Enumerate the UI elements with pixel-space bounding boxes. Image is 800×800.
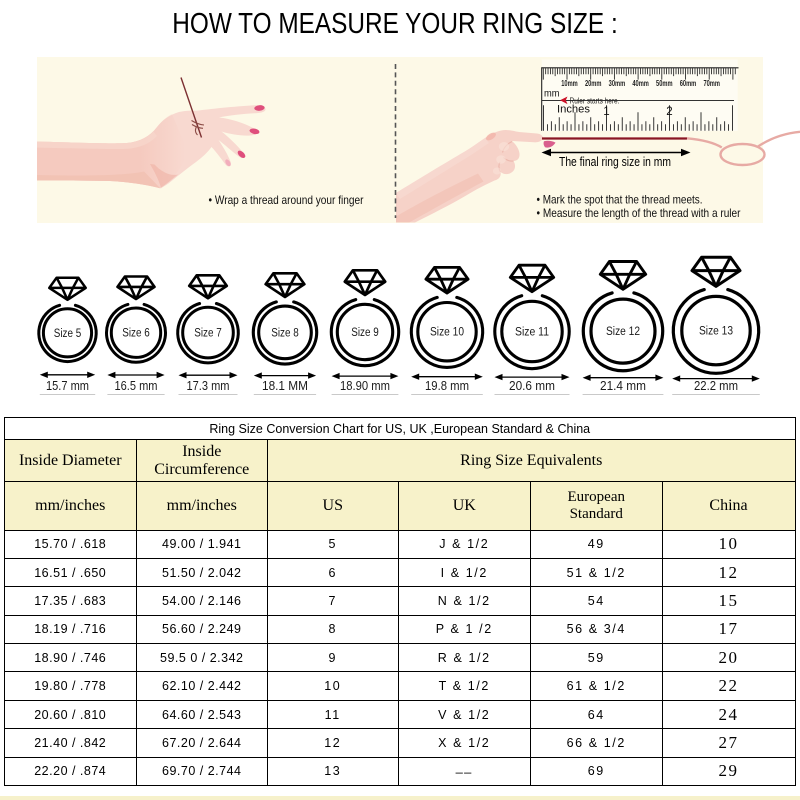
svg-text:15.7 mm: 15.7 mm (46, 379, 89, 393)
svg-text:17.3 mm: 17.3 mm (187, 379, 230, 393)
svg-text:Size 11: Size 11 (515, 327, 549, 339)
svg-text:50mm: 50mm (656, 79, 673, 88)
svg-text:20.6 mm: 20.6 mm (509, 379, 555, 393)
svg-text:2: 2 (666, 106, 672, 118)
svg-text:20mm: 20mm (585, 79, 602, 88)
svg-text:30mm: 30mm (609, 79, 626, 88)
svg-text:• Measure the length of the th: • Measure the length of the thread with … (537, 206, 741, 220)
svg-text:mm: mm (544, 89, 560, 100)
svg-text:Size 5: Size 5 (54, 328, 82, 340)
svg-text:Size 7: Size 7 (194, 328, 222, 340)
svg-text:16.5 mm: 16.5 mm (115, 379, 158, 393)
svg-text:Ruler starts here.: Ruler starts here. (570, 95, 620, 105)
svg-text:Inches: Inches (557, 104, 590, 116)
svg-text:1: 1 (603, 106, 609, 118)
svg-text:• Wrap a thread around your fi: • Wrap a thread around your finger (209, 193, 364, 207)
svg-text:Size 8: Size 8 (271, 327, 299, 339)
svg-text:• Mark the spot that the threa: • Mark the spot that the thread meets. (537, 193, 703, 207)
svg-text:Size 12: Size 12 (606, 326, 640, 338)
svg-text:Size 9: Size 9 (351, 327, 379, 339)
svg-text:Size 6: Size 6 (122, 328, 150, 340)
svg-text:60mm: 60mm (680, 79, 697, 88)
svg-text:21.4 mm: 21.4 mm (600, 379, 646, 393)
svg-text:Size 10: Size 10 (430, 327, 464, 339)
svg-text:Size 13: Size 13 (699, 326, 733, 338)
svg-text:18.90 mm: 18.90 mm (340, 379, 390, 393)
svg-text:70mm: 70mm (703, 79, 720, 88)
svg-text:40mm: 40mm (632, 79, 649, 88)
svg-text:19.8 mm: 19.8 mm (425, 379, 469, 393)
svg-text:18.1 MM: 18.1 MM (262, 379, 308, 393)
svg-text:The final ring size in mm: The final ring size in mm (559, 155, 671, 169)
svg-text:10mm: 10mm (561, 79, 578, 88)
svg-text:22.2 mm: 22.2 mm (694, 379, 738, 393)
